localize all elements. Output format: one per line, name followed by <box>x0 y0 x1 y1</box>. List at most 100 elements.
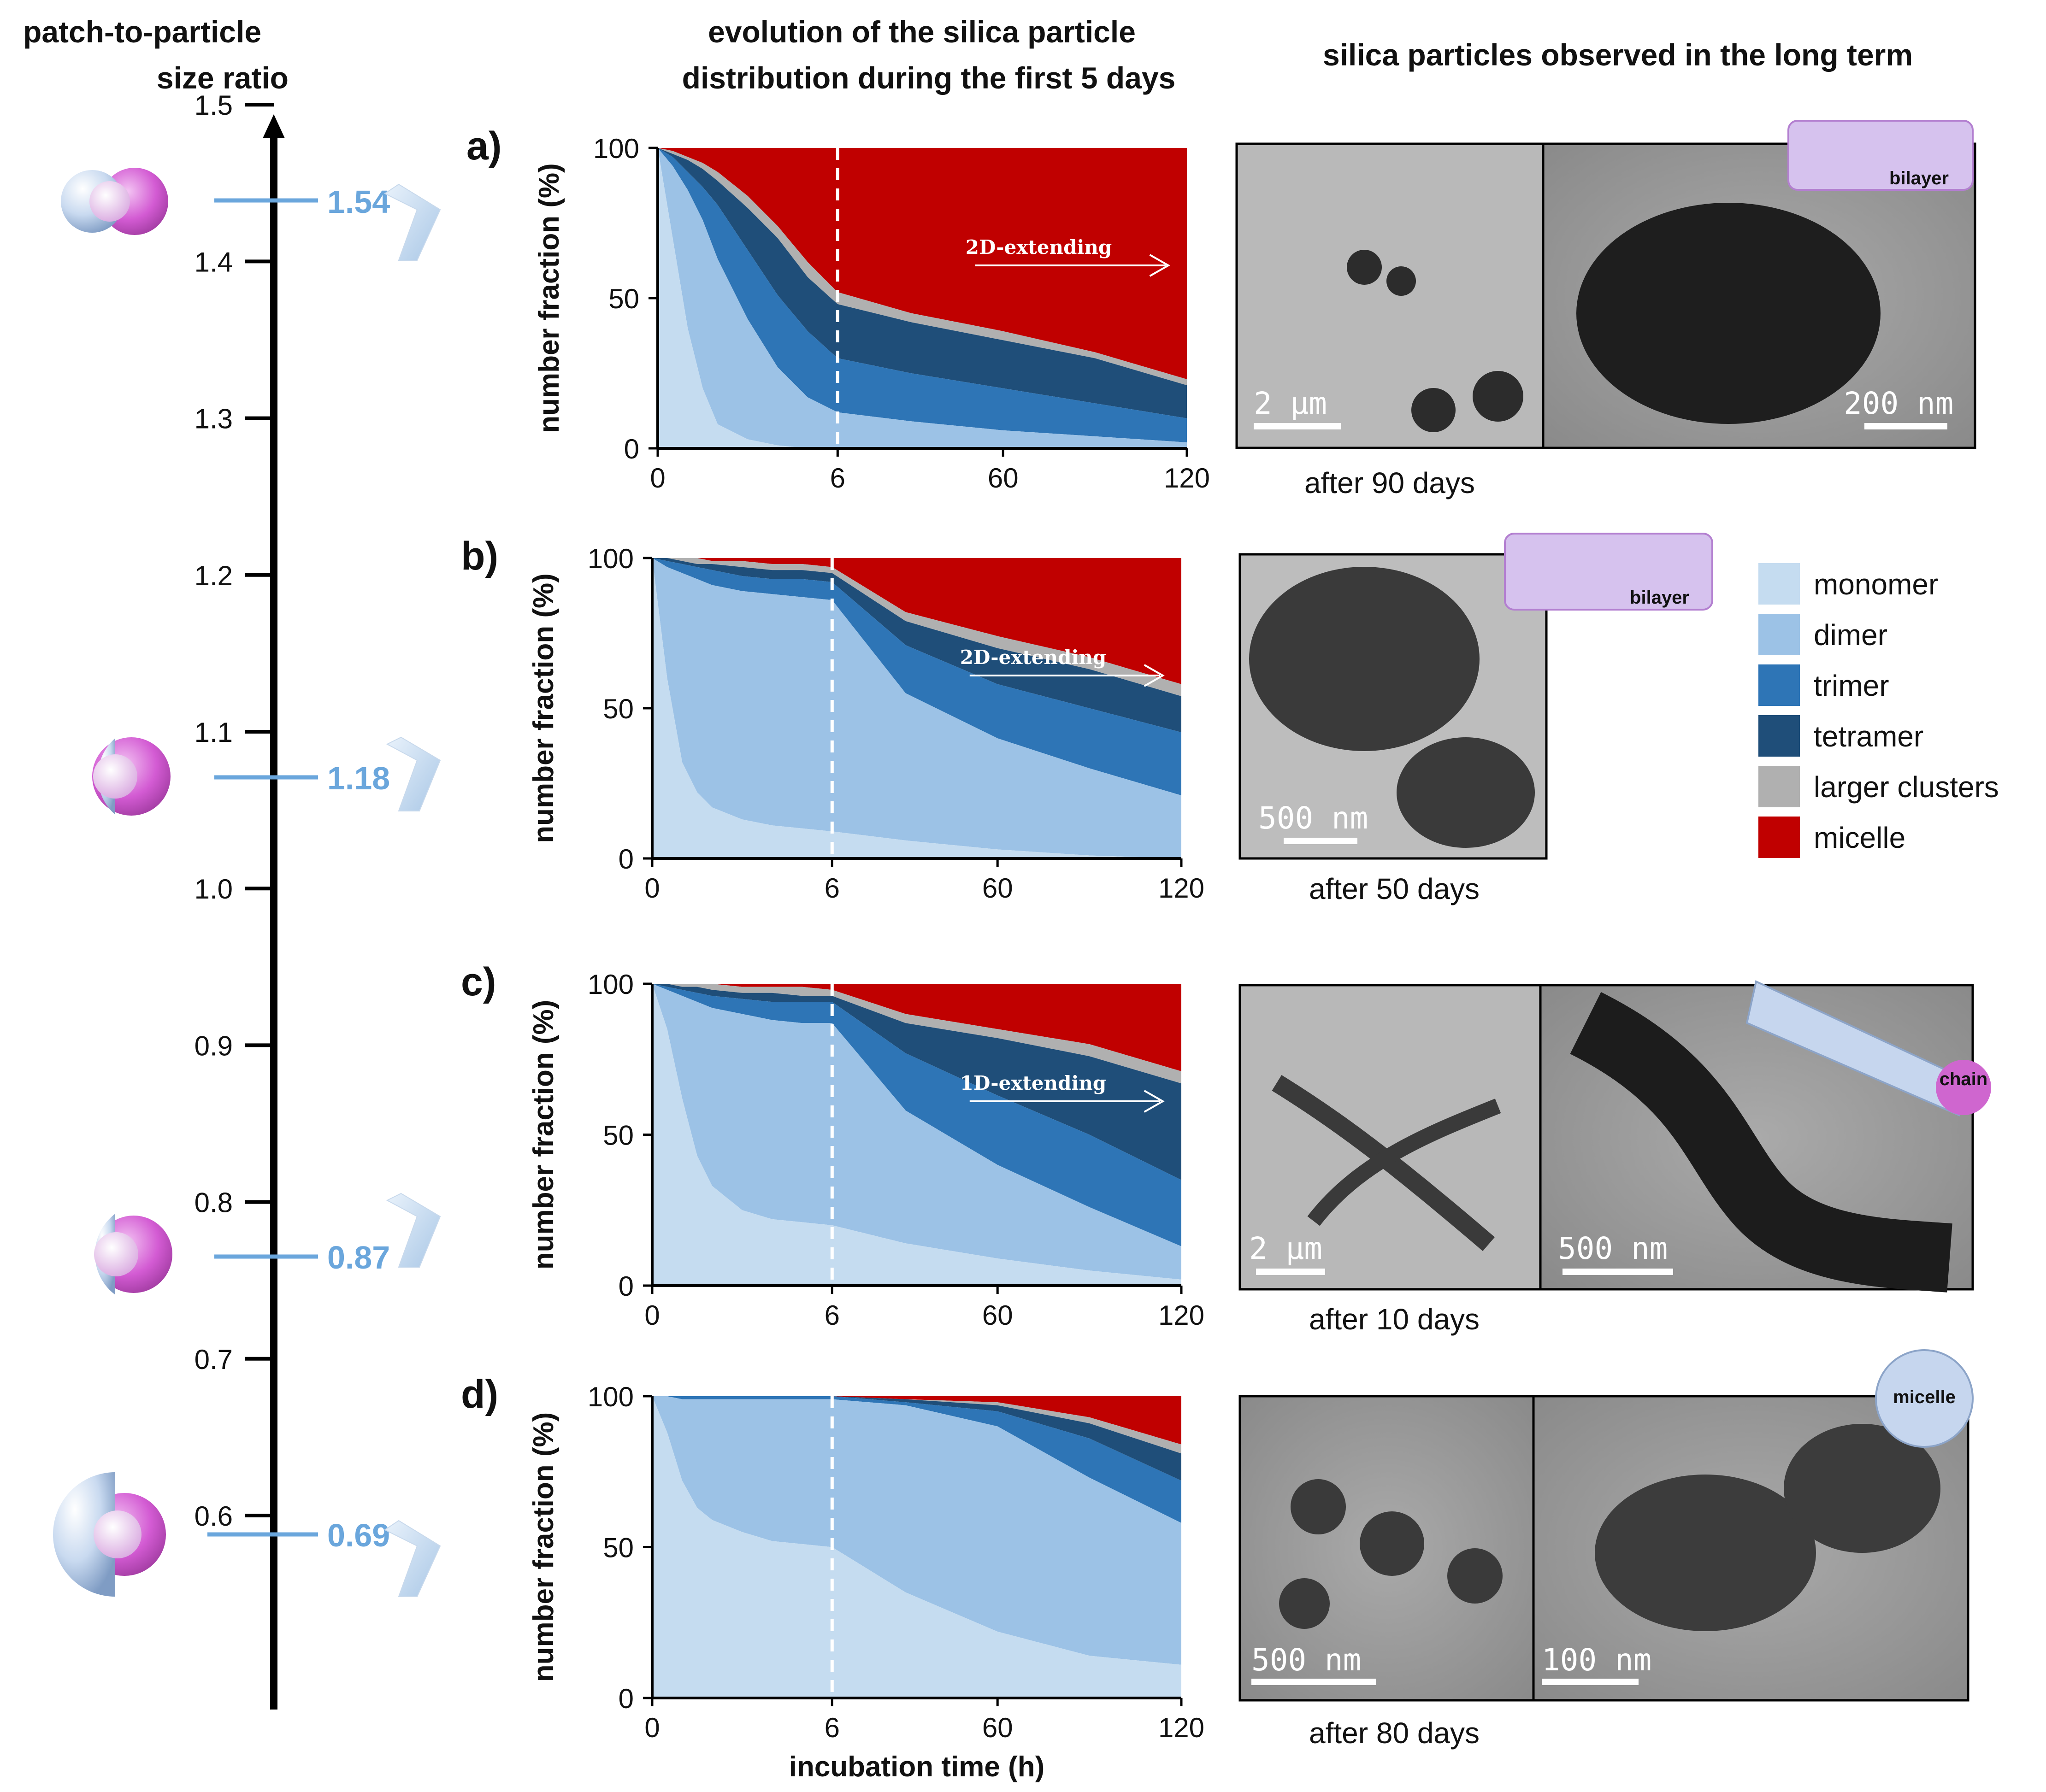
ratio-tick-label: 1.1 <box>195 717 233 748</box>
x-tick-label: 0 <box>650 463 665 494</box>
chevron-arrow-icon <box>384 1520 441 1597</box>
y-axis-label: number fraction (%) <box>533 163 565 433</box>
area-series-trimer <box>658 148 1187 442</box>
y-axis-label: number fraction (%) <box>528 573 560 843</box>
ratio-tick-label: 0.6 <box>195 1501 233 1532</box>
panel-label: b) <box>461 534 498 578</box>
micrograph-caption: after 80 days <box>1309 1716 1480 1750</box>
panel-label: d) <box>461 1372 498 1416</box>
patch-particle-icon <box>94 1214 172 1295</box>
ratio-ticks: 1.5 1.4 1.3 1.2 1.1 1.0 0.9 0.8 0.7 0.6 <box>195 90 274 1532</box>
area-series-monomer <box>652 984 1181 1286</box>
ratio-axis <box>263 114 285 1710</box>
legend-swatch <box>1758 715 1800 757</box>
ratio-tick-label: 1.3 <box>195 404 233 435</box>
chart-panel-a: 0 50 100 0 6 60 120 number fraction (%) a) 2D-ext… <box>466 124 1210 494</box>
tem-chain <box>1570 992 1952 1293</box>
panel-label: a) <box>466 124 501 168</box>
y-tick-label: 100 <box>588 1381 634 1412</box>
x-tick-label: 6 <box>825 1712 840 1743</box>
area-series-tetramer <box>652 1396 1181 1481</box>
extending-annotation: 1D-extending <box>960 1072 1107 1094</box>
tem-particle <box>1279 1578 1330 1629</box>
ratio-tick-label: 1.0 <box>195 874 233 905</box>
structure-tag: chain <box>1940 1069 1987 1089</box>
ratio-marker: 1.54 <box>214 184 390 220</box>
scale-bar-label: 500 nm <box>1558 1231 1668 1266</box>
y-axis-label: number fraction (%) <box>528 1000 560 1270</box>
ratio-tick-label: 0.9 <box>195 1030 233 1061</box>
x-tick-label: 0 <box>644 873 660 904</box>
micrograph-row-c: 2 µm 500 nm chain after 10 days <box>1238 980 1991 1336</box>
area-series-dimer <box>652 984 1181 1280</box>
tem-cluster <box>1595 1475 1816 1631</box>
ratio-marker: 0.87 <box>214 1240 390 1275</box>
y-tick-label: 0 <box>624 434 639 464</box>
tem-particle <box>1386 266 1416 296</box>
micrograph-caption: after 50 days <box>1309 872 1480 905</box>
legend-label: trimer <box>1814 669 1889 702</box>
area-series-micelle <box>652 1396 1181 1445</box>
chart-panel-c: 0 50 100 0 6 60 120 number fraction (%) c) 1D-ext… <box>461 960 1204 1331</box>
scale-bar-label: 200 nm <box>1844 386 1953 421</box>
structure-tag: bilayer <box>1889 168 1949 188</box>
structure-tag: micelle <box>1893 1387 1956 1407</box>
area-series-dimer <box>652 558 1181 858</box>
middle-title-line1: evolution of the silica particle <box>708 15 1136 49</box>
patch-particle-icon <box>61 168 168 235</box>
chain-illustration <box>1745 980 1965 1116</box>
ratio-marker-label: 1.54 <box>327 184 390 220</box>
tem-particle <box>1473 371 1523 422</box>
annotation-arrowhead <box>1144 1090 1165 1113</box>
x-axis-label: incubation time (h) <box>789 1751 1045 1783</box>
y-tick-label: 100 <box>593 133 639 164</box>
legend-label: dimer <box>1814 618 1887 652</box>
panel-label: c) <box>461 960 496 1004</box>
y-tick-label: 50 <box>603 1533 634 1563</box>
ratio-tick-label: 0.7 <box>195 1344 233 1375</box>
area-series-tetramer <box>658 148 1187 418</box>
x-tick-label: 6 <box>825 873 840 904</box>
y-tick-label: 100 <box>588 969 634 1000</box>
area-series-micelle <box>652 558 1181 684</box>
y-tick-label: 0 <box>619 1271 634 1302</box>
micrograph-row-b: 500 nm bilayer after 50 days <box>1238 533 1713 905</box>
area-series-micelle <box>658 148 1187 379</box>
x-tick-label: 120 <box>1158 873 1204 904</box>
ratio-tick-label: 1.4 <box>195 247 233 277</box>
area-series-trimer <box>652 558 1181 796</box>
ratio-marker-label: 0.69 <box>327 1517 390 1553</box>
area-series-micelle <box>652 984 1181 1071</box>
micrograph-row-d: 500 nm 100 nm micelle after 80 days <box>1238 1349 1974 1750</box>
bilayer-illustration <box>1504 533 1713 611</box>
ratio-marker: 0.69 <box>207 1517 390 1553</box>
y-tick-label: 50 <box>603 693 634 724</box>
legend-swatch <box>1758 766 1800 807</box>
scale-bar-label: 500 nm <box>1251 1642 1361 1678</box>
tem-cluster <box>1249 567 1480 751</box>
scale-bar-label: 500 nm <box>1258 800 1368 836</box>
legend-swatch <box>1758 563 1800 605</box>
ratio-marker: 1.18 <box>214 760 390 796</box>
x-tick-label: 120 <box>1158 1712 1204 1743</box>
tem-particle <box>1411 388 1456 432</box>
legend-swatch <box>1758 817 1800 858</box>
legend-swatch <box>1758 614 1800 655</box>
tem-particle <box>1347 250 1382 285</box>
legend-swatch <box>1758 664 1800 706</box>
ratio-marker-label: 0.87 <box>327 1240 390 1275</box>
ratio-axis-arrowhead <box>263 114 285 138</box>
chevron-arrow-icon <box>384 183 441 261</box>
area-series-dimer <box>652 1396 1181 1665</box>
x-tick-label: 6 <box>825 1300 840 1331</box>
tem-cluster <box>1784 1424 1940 1553</box>
bilayer-illustration <box>1787 120 1974 191</box>
legend-label: larger clusters <box>1814 770 1999 804</box>
area-series-larger-clusters <box>658 148 1187 386</box>
tem-chain <box>1307 1099 1501 1226</box>
ratio-tick-label: 1.2 <box>195 560 233 591</box>
chevron-arrow-icon <box>386 1193 441 1268</box>
x-tick-label: 0 <box>644 1712 660 1743</box>
tem-particle <box>1360 1511 1424 1576</box>
